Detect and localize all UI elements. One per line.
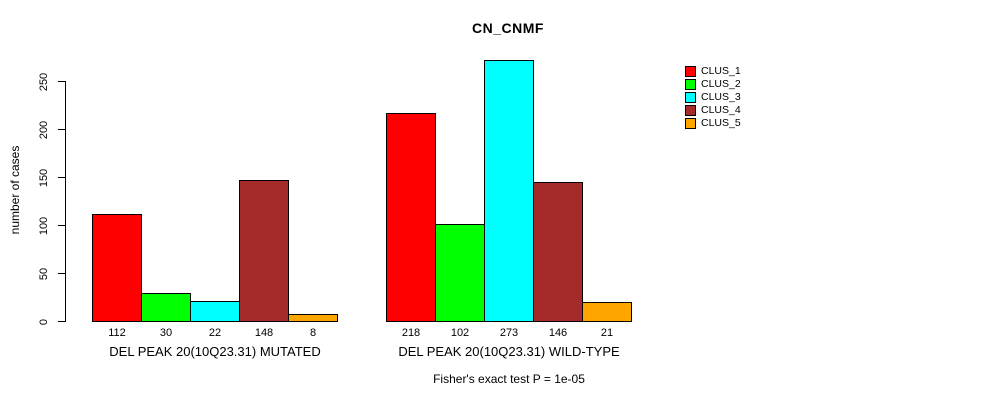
legend-swatch	[685, 105, 696, 116]
category-label: DEL PEAK 20(10Q23.31) WILD-TYPE	[398, 344, 620, 359]
bar-clus_4-2	[533, 182, 583, 322]
chart-title: CN_CNMF	[472, 20, 544, 36]
y-tick-label: 50	[38, 267, 50, 280]
y-tick-label: 100	[38, 216, 50, 235]
category-label: DEL PEAK 20(10Q23.31) MUTATED	[109, 344, 321, 359]
bar-value-label: 273	[499, 327, 519, 339]
legend-label: CLUS_5	[701, 117, 741, 129]
legend-swatch	[685, 118, 696, 129]
bar-clus_2-1	[141, 293, 191, 322]
y-tick-mark	[58, 225, 66, 226]
bar-value-label: 21	[600, 327, 614, 339]
legend-item: CLUS_5	[685, 118, 741, 129]
y-tick-mark	[58, 177, 66, 178]
fisher-test-annotation: Fisher's exact test P = 1e-05	[433, 372, 585, 386]
bar-value-label: 22	[208, 327, 222, 339]
legend-item: CLUS_1	[685, 66, 741, 77]
bar-clus_3-1	[190, 301, 240, 322]
y-tick-label: 0	[38, 318, 50, 325]
y-tick-label: 150	[38, 168, 50, 187]
bar-clus_4-1	[239, 180, 289, 322]
legend-swatch	[685, 92, 696, 103]
y-axis-line	[65, 81, 66, 322]
bar-clus_1-2	[386, 113, 436, 322]
legend-label: CLUS_4	[701, 104, 741, 116]
bar-clus_5-2	[582, 302, 632, 322]
bar-value-label: 102	[450, 327, 470, 339]
legend-swatch	[685, 66, 696, 77]
legend-label: CLUS_3	[701, 91, 741, 103]
legend-swatch	[685, 79, 696, 90]
bar-clus_2-2	[435, 224, 485, 322]
bar-value-label: 218	[401, 327, 421, 339]
bar-clus_3-2	[484, 60, 534, 322]
bar-value-label: 30	[159, 327, 173, 339]
bar-value-label: 148	[254, 327, 274, 339]
legend-label: CLUS_2	[701, 78, 741, 90]
bar-value-label: 112	[108, 327, 126, 339]
y-tick-label: 250	[38, 72, 50, 91]
legend-item: CLUS_2	[685, 79, 741, 90]
y-tick-label: 200	[38, 120, 50, 139]
y-tick-mark	[58, 129, 66, 130]
legend-item: CLUS_3	[685, 92, 741, 103]
y-axis-label: number of cases	[8, 145, 22, 235]
bar-value-label: 146	[548, 327, 568, 339]
legend-item: CLUS_4	[685, 105, 741, 116]
bar-value-label: 8	[309, 327, 317, 339]
legend-label: CLUS_1	[701, 65, 741, 77]
y-tick-mark	[58, 273, 66, 274]
bar-clus_5-1	[288, 314, 338, 322]
y-tick-mark	[58, 81, 66, 82]
bar-clus_1-1	[92, 214, 142, 322]
y-tick-mark	[58, 321, 66, 322]
